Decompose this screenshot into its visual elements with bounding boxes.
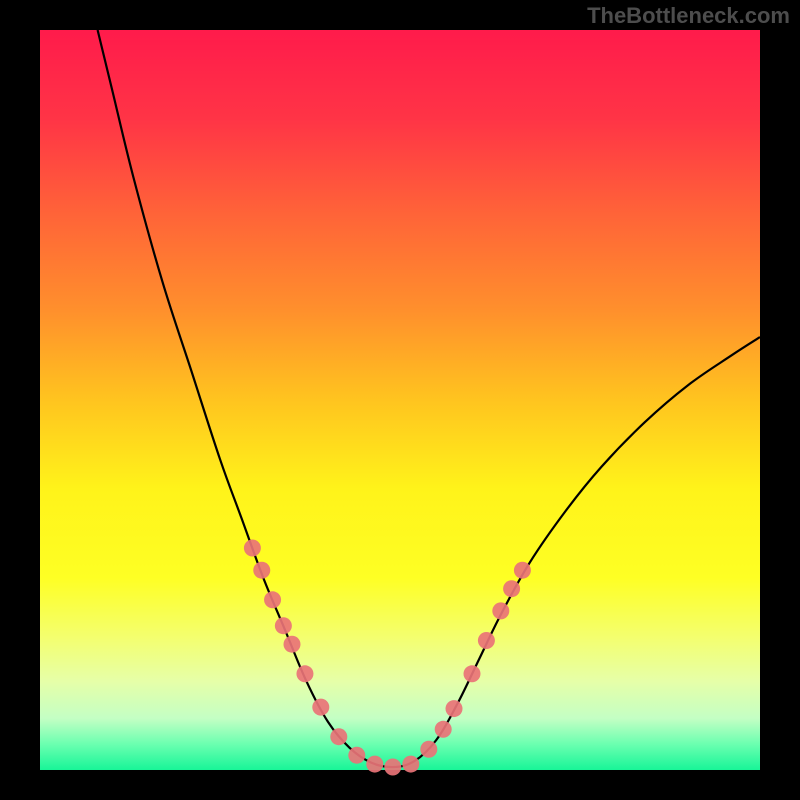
data-marker	[296, 665, 313, 682]
data-marker	[312, 699, 329, 716]
data-marker	[435, 721, 452, 738]
watermark-text: TheBottleneck.com	[587, 3, 790, 29]
data-marker	[464, 665, 481, 682]
data-marker	[420, 741, 437, 758]
data-marker	[503, 580, 520, 597]
data-marker	[264, 591, 281, 608]
data-marker	[402, 756, 419, 773]
data-marker	[384, 759, 401, 776]
data-marker	[253, 562, 270, 579]
data-marker	[514, 562, 531, 579]
data-marker	[348, 747, 365, 764]
data-marker	[478, 632, 495, 649]
data-marker	[330, 728, 347, 745]
data-marker	[275, 617, 292, 634]
data-marker	[284, 636, 301, 653]
data-marker	[366, 756, 383, 773]
data-marker	[492, 602, 509, 619]
plot-gradient-background	[40, 30, 760, 770]
data-marker	[446, 700, 463, 717]
data-marker	[244, 540, 261, 557]
